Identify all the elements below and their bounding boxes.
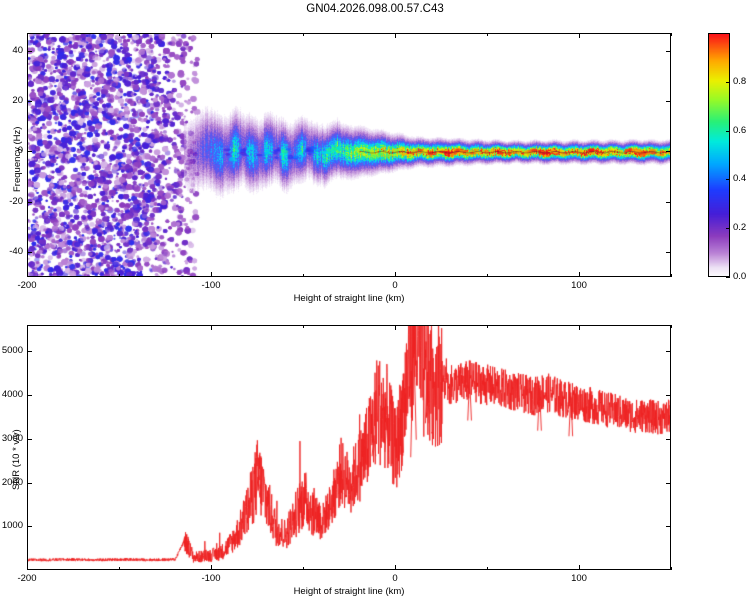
spectrogram-xtick-minor: [487, 274, 488, 277]
colorbar-tick: [726, 277, 730, 278]
spectrogram-xticklabel: -200: [17, 280, 37, 291]
snr-ytick: [27, 395, 32, 396]
spectrogram-ytick: [27, 50, 32, 52]
spectrogram-yticklabel: 20: [12, 94, 23, 106]
colorbar-ticklabel: 0.0: [733, 271, 747, 282]
snr-xtick-minor: [671, 567, 672, 570]
snr-ytick: [27, 351, 32, 353]
snr-xtick: [211, 565, 212, 570]
spectrogram-xaxis-label: Height of straight line (km): [293, 293, 405, 304]
snr-yticklabel: 1000: [1, 520, 23, 532]
snr-xtick-top: [211, 325, 212, 330]
snr-xaxis-label: Height of straight line (km): [293, 586, 405, 597]
snr-yaxis-label: SNR (10 * v/v): [11, 428, 22, 490]
snr-xticklabel: 0: [392, 573, 398, 584]
spectrogram-xticklabel: -100: [201, 280, 221, 291]
snr-ytick-right: [666, 351, 671, 353]
snr-xtick-minor: [119, 567, 120, 570]
snr-ytick-right: [666, 438, 671, 440]
colorbar-tick: [726, 179, 730, 181]
spectrogram-ytick: [27, 251, 32, 253]
colorbar-tick: [726, 130, 730, 132]
snr-xtick-top: [27, 325, 28, 330]
spectrogram-ytick-right: [666, 251, 671, 253]
page-title: GN04.2026.098.00.57.C43: [306, 3, 444, 15]
spectrogram-xtick-top: [579, 33, 580, 38]
colorbar-ticklabel: 0.6: [733, 124, 747, 136]
spectrogram-ytick: [27, 100, 32, 102]
spectrogram-xtick-minor: [119, 274, 120, 277]
spectrogram-xtick: [27, 272, 28, 277]
snr-trace-line: [28, 326, 670, 569]
spectrogram-plot: [27, 33, 671, 277]
snr-xtick-minor: [487, 567, 488, 570]
snr-xtick: [579, 565, 580, 570]
spectrogram-xtick-top: [211, 33, 212, 38]
colorbar-gradient: [709, 34, 729, 276]
snr-ytick-right: [666, 482, 671, 484]
spectrogram-yticklabel: -20: [9, 195, 23, 207]
snr-ytick-right: [666, 395, 671, 396]
snr-xtick: [395, 565, 396, 570]
spectrogram-yticklabel: 0: [17, 145, 23, 157]
snr-xtick-top: [579, 325, 580, 330]
spectrogram-yticklabel: -40: [9, 245, 23, 257]
spectrogram-ytick-right: [666, 50, 671, 52]
colorbar-ticklabel: 0.8: [733, 75, 747, 87]
spectrogram-xtick-minor-top: [119, 33, 120, 36]
snr-xtick-minor-top: [119, 325, 120, 328]
spectrogram-xtick-top: [395, 33, 396, 38]
spectrogram-yaxis-label: Frequency (Hz): [12, 126, 23, 192]
snr-xtick-minor-top: [671, 325, 672, 328]
spectrogram-xticklabel: 0: [392, 280, 398, 291]
snr-ytick: [27, 526, 32, 528]
spectrogram-xtick-minor-top: [303, 33, 304, 36]
colorbar-ticklabel: 0.2: [733, 222, 747, 234]
snr-xtick: [27, 565, 28, 570]
spectrogram-ytick-right: [666, 100, 671, 102]
spectrogram-xtick-top: [27, 33, 28, 38]
snr-xticklabel: -100: [201, 573, 221, 584]
spectrogram-ytick-right: [666, 201, 671, 203]
spectrogram-xtick-minor: [671, 274, 672, 277]
spectrogram-ytick-right: [666, 151, 671, 153]
colorbar-tick: [726, 228, 730, 230]
snr-yticklabel: 4000: [1, 389, 23, 400]
spectrogram-xtick: [211, 272, 212, 277]
snr-xticklabel: 100: [571, 573, 587, 584]
snr-xtick-top: [395, 325, 396, 330]
spectrogram-xtick: [579, 272, 580, 277]
spectrogram-xtick-minor-top: [671, 33, 672, 36]
spectrogram-yticklabel: 40: [12, 44, 23, 56]
snr-xtick-minor-top: [303, 325, 304, 328]
snr-xtick-minor: [303, 567, 304, 570]
snr-yticklabel: 5000: [1, 345, 23, 357]
spectrogram-ytick: [27, 151, 32, 153]
snr-ytick-right: [666, 526, 671, 528]
spectrogram-xtick-minor: [303, 274, 304, 277]
spectrogram-xtick-minor-top: [487, 33, 488, 36]
colorbar: [708, 33, 730, 277]
snr-xtick-minor-top: [487, 325, 488, 328]
snr-xticklabel: -200: [17, 573, 37, 584]
snr-ytick: [27, 482, 32, 484]
spectrogram-ytick: [27, 201, 32, 203]
colorbar-ticklabel: 0.4: [733, 173, 747, 185]
snr-yticklabel: 3000: [1, 432, 23, 444]
colorbar-tick: [726, 81, 730, 83]
snr-ytick: [27, 438, 32, 440]
snr-plot: [27, 325, 671, 570]
spectrogram-xtick: [395, 272, 396, 277]
snr-yticklabel: 2000: [1, 476, 23, 488]
spectrogram-image: [28, 34, 670, 276]
spectrogram-xticklabel: 100: [571, 280, 587, 291]
